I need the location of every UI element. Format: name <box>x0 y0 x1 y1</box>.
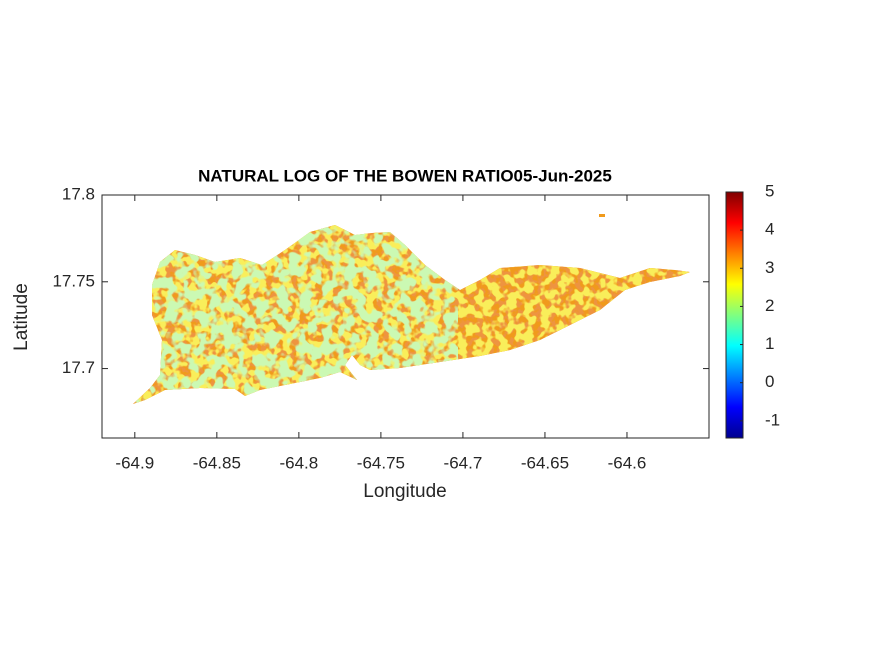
x-tick-label: -64.85 <box>193 453 241 472</box>
y-tick-label: 17.7 <box>62 358 95 377</box>
y-tick-label: 17.75 <box>52 271 95 290</box>
islet <box>599 214 605 217</box>
colorbar-tick-label: 5 <box>765 181 774 200</box>
colorbar-tick-label: 1 <box>765 334 774 353</box>
x-axis-label: Longitude <box>363 481 446 502</box>
x-tick-label: -64.65 <box>521 453 569 472</box>
colorbar-tick-label: 2 <box>765 296 774 315</box>
colorbar <box>725 191 744 439</box>
x-tick-label: -64.6 <box>608 453 647 472</box>
x-tick-label: -64.9 <box>115 453 154 472</box>
x-tick-label: -64.7 <box>444 453 483 472</box>
island <box>133 214 690 404</box>
x-tick-label: -64.75 <box>357 453 405 472</box>
y-tick-label: 17.8 <box>62 184 95 203</box>
colorbar-tick-label: -1 <box>765 410 780 429</box>
x-tick-label: -64.8 <box>279 453 318 472</box>
chart-title: NATURAL LOG OF THE BOWEN RATIO05-Jun-202… <box>198 166 612 185</box>
colorbar-tick-label: 4 <box>765 220 774 239</box>
colorbar-tick-label: 0 <box>765 372 774 391</box>
y-axis-label: Latitude <box>11 283 32 351</box>
colorbar-tick-label: 3 <box>765 258 774 277</box>
